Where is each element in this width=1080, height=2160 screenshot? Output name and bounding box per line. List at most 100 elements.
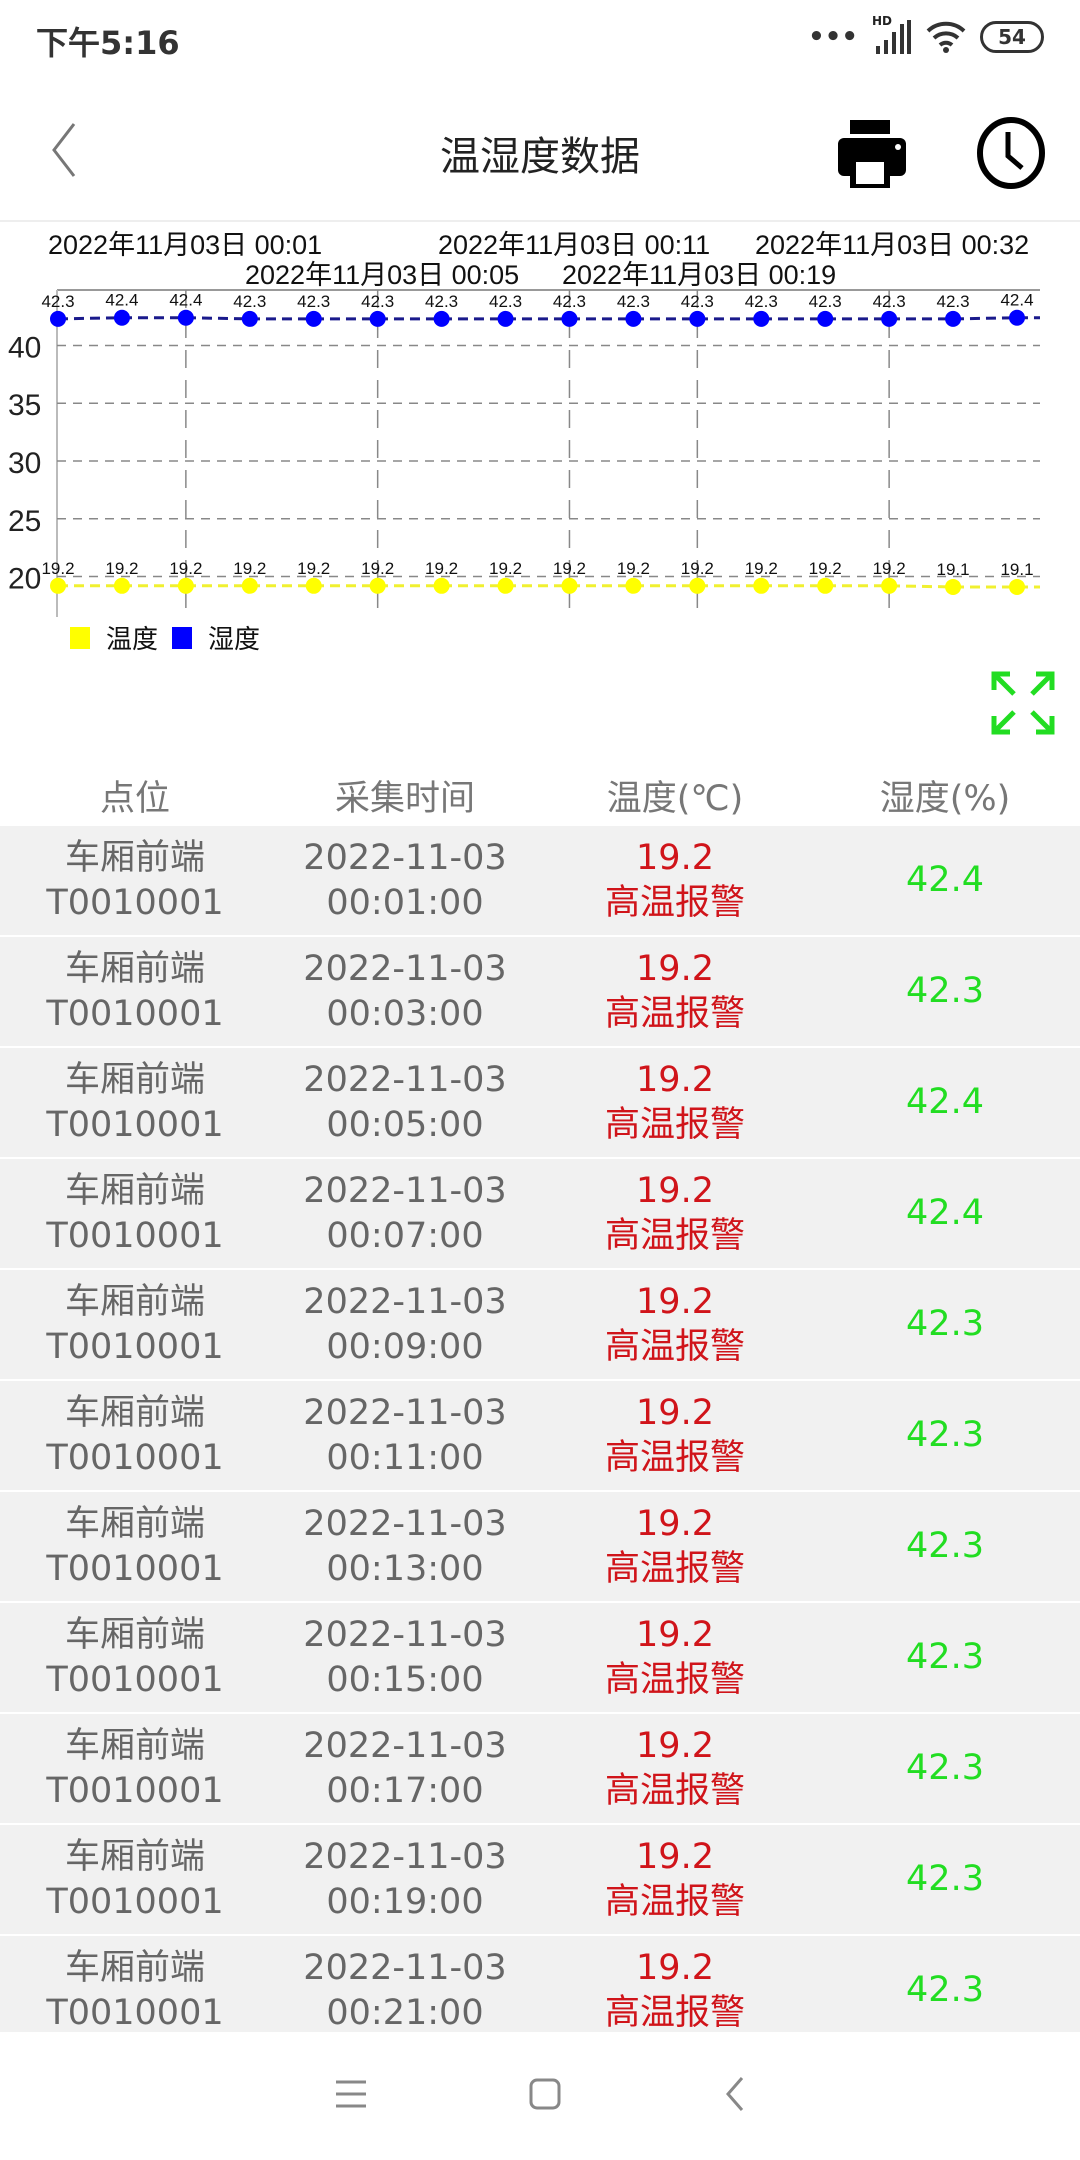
cell-time: 2022-11-03 00:03:00 — [270, 947, 540, 1037]
x-tick-label: 2022年11月03日 00:11 — [438, 230, 710, 260]
table-row[interactable]: 车厢前端 T0010001 2022-11-03 00:19:00 19.2 高温报警 42… — [0, 1825, 1080, 1936]
data-label: 42.3 — [233, 292, 266, 311]
humidity-value: 42.4 — [906, 860, 984, 900]
data-label: 19.2 — [105, 559, 138, 578]
alarm-status: 高温报警 — [604, 882, 745, 923]
temperature-value: 19.2 — [636, 1836, 714, 1877]
date: 2022-11-03 — [303, 948, 507, 989]
data-point — [753, 310, 770, 327]
page-title: 温湿度数据 — [440, 134, 640, 180]
cell-point: 车厢前端 T0010001 — [0, 1502, 270, 1592]
table-row[interactable]: 车厢前端 T0010001 2022-11-03 00:15:00 19.2 高温报警 42… — [0, 1603, 1080, 1714]
status-time: 下午5:16 — [36, 24, 180, 62]
time: 00:19:00 — [326, 1881, 484, 1922]
table-row[interactable]: 车厢前端 T0010001 2022-11-03 00:17:00 19.2 高温报警 42… — [0, 1714, 1080, 1825]
menu-icon[interactable] — [334, 2079, 368, 2113]
temperature-value: 19.2 — [636, 1059, 714, 1100]
clock-icon[interactable] — [976, 116, 1046, 190]
legend-label: 温度 — [106, 625, 158, 655]
humidity-value: 42.3 — [906, 1859, 984, 1899]
cell-point: 车厢前端 T0010001 — [0, 1391, 270, 1481]
table-row[interactable]: 车厢前端 T0010001 2022-11-03 00:21:00 19.2 高温报警 42… — [0, 1936, 1080, 2047]
printer-icon[interactable] — [836, 118, 908, 190]
cell-temperature: 19.2 高温报警 — [540, 1391, 810, 1481]
table-row[interactable]: 车厢前端 T0010001 2022-11-03 00:13:00 19.2 高温报警 42… — [0, 1492, 1080, 1603]
cell-point: 车厢前端 T0010001 — [0, 1946, 270, 2036]
data-label: 42.3 — [41, 292, 74, 311]
data-point — [881, 310, 898, 327]
data-label: 19.2 — [425, 559, 458, 578]
y-tick-label: 30 — [8, 447, 41, 480]
time: 00:01:00 — [326, 882, 484, 923]
temperature-value: 19.2 — [636, 1281, 714, 1322]
data-label: 19.1 — [937, 560, 970, 579]
data-point — [50, 310, 66, 327]
cell-time: 2022-11-03 00:09:00 — [270, 1280, 540, 1370]
alarm-status: 高温报警 — [604, 1992, 745, 2033]
date: 2022-11-03 — [303, 1725, 507, 1766]
temperature-value: 19.2 — [636, 1170, 714, 1211]
table-header: 点位 采集时间 温度(℃) 湿度(%) — [0, 770, 1080, 826]
data-point — [241, 310, 258, 327]
date: 2022-11-03 — [303, 1059, 507, 1100]
time: 00:15:00 — [326, 1659, 484, 1700]
humidity-value: 42.3 — [906, 1304, 984, 1344]
alarm-status: 高温报警 — [604, 1881, 745, 1922]
cell-temperature: 19.2 高温报警 — [540, 1058, 810, 1148]
point-id: T0010001 — [46, 1215, 224, 1256]
data-label: 19.2 — [361, 559, 394, 578]
date: 2022-11-03 — [303, 1503, 507, 1544]
data-point — [817, 310, 834, 327]
temperature-value: 19.2 — [636, 1392, 714, 1433]
time: 00:13:00 — [326, 1548, 484, 1589]
table-row[interactable]: 车厢前端 T0010001 2022-11-03 00:03:00 19.2 高温报警 42… — [0, 937, 1080, 1048]
data-label: 42.3 — [297, 292, 330, 311]
y-tick-label: 25 — [8, 505, 41, 538]
table-row[interactable]: 车厢前端 T0010001 2022-11-03 00:01:00 19.2 高温报警 42… — [0, 826, 1080, 937]
header-time: 采集时间 — [334, 779, 475, 819]
cell-temperature: 19.2 高温报警 — [540, 947, 810, 1037]
time: 00:07:00 — [326, 1215, 484, 1256]
table-row[interactable]: 车厢前端 T0010001 2022-11-03 00:05:00 19.2 高温报警 42… — [0, 1048, 1080, 1159]
y-tick-label: 40 — [8, 331, 41, 364]
alarm-status: 高温报警 — [604, 1659, 745, 1700]
data-point — [1009, 578, 1025, 595]
point-id: T0010001 — [46, 882, 224, 923]
cell-time: 2022-11-03 00:11:00 — [270, 1391, 540, 1481]
date: 2022-11-03 — [303, 1614, 507, 1655]
home-square-icon[interactable] — [528, 2077, 562, 2115]
status-icons: ••• HD 54 — [808, 14, 1044, 54]
data-label: 19.2 — [233, 559, 266, 578]
cell-temperature: 19.2 高温报警 — [540, 1613, 810, 1703]
alarm-status: 高温报警 — [604, 1437, 745, 1478]
data-label: 19.2 — [169, 559, 202, 578]
time: 00:05:00 — [326, 1104, 484, 1145]
data-point — [945, 578, 962, 595]
point-name: 车厢前端 — [64, 837, 205, 878]
battery-indicator: 54 — [980, 21, 1044, 53]
system-nav-bar — [0, 2032, 1080, 2160]
data-point — [241, 577, 258, 594]
data-label: 42.3 — [681, 292, 714, 311]
table-row[interactable]: 车厢前端 T0010001 2022-11-03 00:11:00 19.2 高温报警 42… — [0, 1381, 1080, 1492]
point-id: T0010001 — [46, 1881, 224, 1922]
back-triangle-icon[interactable] — [722, 2076, 746, 2116]
data-point — [561, 577, 578, 594]
table-row[interactable]: 车厢前端 T0010001 2022-11-03 00:09:00 19.2 高温报警 42… — [0, 1270, 1080, 1381]
alarm-status: 高温报警 — [604, 1770, 745, 1811]
cell-time: 2022-11-03 00:01:00 — [270, 836, 540, 926]
table-row[interactable]: 车厢前端 T0010001 2022-11-03 00:07:00 19.2 高温报警 42… — [0, 1159, 1080, 1270]
date: 2022-11-03 — [303, 837, 507, 878]
expand-arrows-icon[interactable] — [990, 670, 1056, 736]
data-point — [497, 577, 514, 594]
humidity-value: 42.3 — [906, 1970, 984, 2010]
x-tick-label: 2022年11月03日 00:19 — [562, 260, 836, 290]
temperature-value: 19.2 — [636, 837, 714, 878]
status-bar: 下午5:16 ••• HD 54 — [0, 0, 1080, 72]
humidity-value: 42.3 — [906, 971, 984, 1011]
point-name: 车厢前端 — [64, 1614, 205, 1655]
cell-temperature: 19.2 高温报警 — [540, 1280, 810, 1370]
chevron-left-icon[interactable] — [44, 120, 84, 180]
cell-point: 车厢前端 T0010001 — [0, 1724, 270, 1814]
